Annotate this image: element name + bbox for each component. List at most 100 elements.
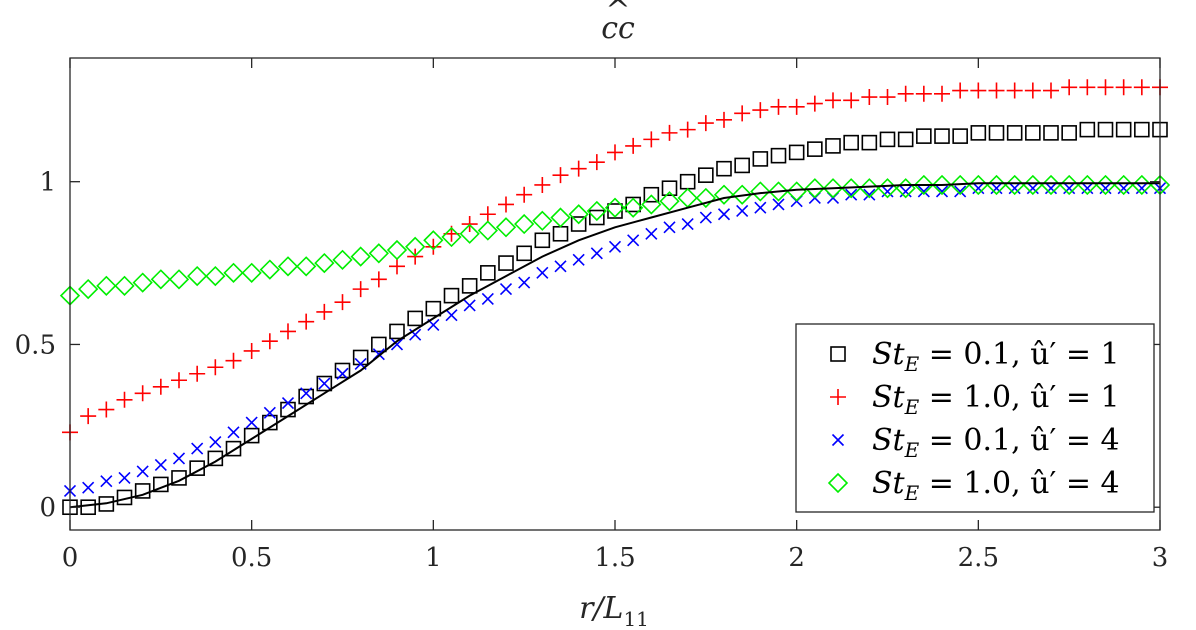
data-point [499,283,513,296]
data-point [280,401,296,418]
data-point [586,200,607,222]
data-point [100,475,113,488]
data-point [514,213,535,235]
data-point [570,216,587,232]
legend-entry-1: StE = 0.1, û′ = 1 [830,337,1120,376]
data-point [1135,182,1148,195]
data-point [443,287,460,304]
data-point [298,313,315,330]
x-tick-label: 1 [425,543,442,573]
data-point [899,185,912,198]
data-point [425,238,442,255]
data-point [1026,182,1039,195]
data-point [1025,125,1041,141]
data-point [952,128,968,144]
data-point [1077,174,1098,196]
data-point [607,203,623,219]
data-point [98,401,115,418]
data-point [681,217,694,231]
legend-label-main: St [872,423,906,458]
data-point [152,378,169,395]
data-point [481,292,494,305]
data-point [407,310,423,327]
data-point [934,85,950,102]
legend-marker [827,472,849,494]
data-point [1131,174,1152,196]
data-point [134,385,151,402]
data-point [371,336,387,353]
axes: 0 0.5 1 1.5 2 2.5 3 0 0.5 1 [15,57,1168,573]
legend-label: StE = 0.1, û′ = 4 [872,423,1120,462]
data-point [972,182,985,195]
data-point [1008,182,1021,195]
data-point [223,262,244,283]
data-point [825,92,841,109]
data-point [552,225,569,242]
data-point [841,178,862,199]
data-point [659,191,680,212]
data-point [518,276,531,289]
data-point [859,178,880,199]
data-point [245,416,258,429]
data-point [825,138,841,154]
data-point [300,387,313,400]
legend-label-rest: = 0.1, û′ = 1 [919,337,1119,372]
data-point [572,253,585,266]
data-point [441,226,462,248]
data-point [988,125,1005,141]
data-point [227,426,240,439]
data-point [118,471,131,484]
data-point [495,217,517,238]
data-point [171,372,187,389]
data-point [1099,182,1112,195]
y-tick-label: 1 [39,168,56,198]
legend-label: StE = 1.0, û′ = 4 [872,466,1120,505]
data-point [225,440,242,457]
data-point [570,160,587,177]
data-point [225,352,242,369]
data-point [607,144,623,161]
legend-label-rest: = 1.0, û′ = 4 [919,466,1119,501]
data-point [150,269,171,290]
data-point [679,173,696,190]
data-point [550,207,571,228]
data-point [752,102,769,119]
data-point [1079,121,1096,138]
data-point [479,206,496,223]
data-point [590,247,603,260]
data-point [1043,82,1059,99]
reference-curve-line [69,182,1160,509]
data-point [931,174,953,196]
data-point [990,182,1003,195]
data-point [316,375,333,392]
data-point [318,377,331,390]
data-point [1040,174,1062,196]
data-point [1006,82,1023,99]
data-point [261,333,278,350]
data-point [370,271,387,288]
data-point [78,278,99,300]
data-point [332,249,353,270]
data-point [1063,182,1076,195]
data-point [807,141,823,157]
data-point [861,89,878,106]
data-point [1115,79,1132,96]
data-point [1044,182,1058,195]
data-point [263,406,276,419]
data-point [1043,125,1059,141]
data-point [608,240,622,253]
data-point [281,396,295,410]
data-point [116,391,133,408]
series-3 [63,182,1167,498]
data-point [191,442,204,455]
x-axis-label-main: r/L [579,591,623,626]
data-point [934,128,950,144]
series-4 [59,174,1171,306]
data-point [679,121,696,138]
data-point [698,167,714,183]
x-axis-label-sub: 11 [623,607,648,630]
data-point [405,236,426,257]
data-point [950,174,971,196]
data-point [1095,174,1116,196]
